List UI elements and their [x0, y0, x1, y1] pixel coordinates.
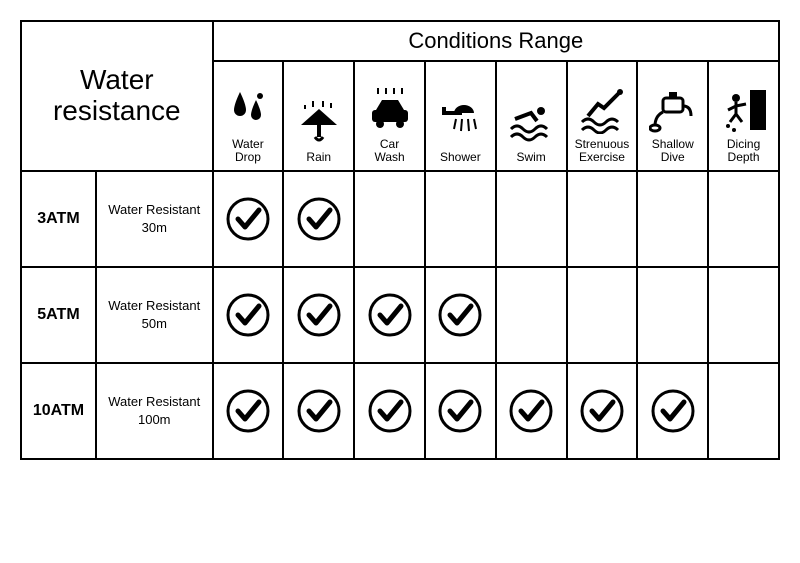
empty-cell [567, 171, 638, 267]
desc-cell: Water Resistant30m [96, 171, 213, 267]
check-cell [496, 363, 567, 459]
condition-label: Swim [516, 151, 545, 164]
condition-shallow-dive: ShallowDive [637, 61, 708, 171]
check-cell [354, 267, 425, 363]
strenuous-exercise-icon [578, 86, 626, 134]
rating-cell: 5ATM [21, 267, 96, 363]
check-cell [283, 363, 354, 459]
table-row: 10ATMWater Resistant100m [21, 363, 779, 459]
check-cell [637, 363, 708, 459]
desc-cell: Water Resistant50m [96, 267, 213, 363]
condition-label: DicingDepth [727, 138, 760, 164]
condition-label: WaterDrop [232, 138, 264, 164]
header-conditions-range: Conditions Range [213, 21, 779, 61]
check-icon [295, 291, 343, 339]
rating-cell: 3ATM [21, 171, 96, 267]
condition-rain: Rain [283, 61, 354, 171]
rain-icon [295, 99, 343, 147]
condition-shower: Shower [425, 61, 496, 171]
check-cell [567, 363, 638, 459]
check-cell [425, 267, 496, 363]
header-water-resistance: Waterresistance [21, 21, 213, 171]
condition-label: Rain [306, 151, 331, 164]
check-icon [366, 291, 414, 339]
water-resistance-table: WaterresistanceConditions Range WaterDrop… [20, 20, 780, 460]
water-drop-icon [224, 86, 272, 134]
table-row: 5ATMWater Resistant50m [21, 267, 779, 363]
check-icon [224, 195, 272, 243]
shower-icon [436, 99, 484, 147]
empty-cell [354, 171, 425, 267]
check-cell [213, 267, 284, 363]
rating-cell: 10ATM [21, 363, 96, 459]
empty-cell [496, 171, 567, 267]
table-row: 3ATMWater Resistant30m [21, 171, 779, 267]
check-icon [224, 291, 272, 339]
car-wash-icon [366, 86, 414, 134]
desc-cell: Water Resistant100m [96, 363, 213, 459]
empty-cell [708, 267, 779, 363]
empty-cell [425, 171, 496, 267]
check-icon [366, 387, 414, 435]
empty-cell [567, 267, 638, 363]
condition-label: Shower [440, 151, 481, 164]
check-cell [283, 267, 354, 363]
empty-cell [496, 267, 567, 363]
check-icon [436, 291, 484, 339]
condition-label: CarWash [374, 138, 404, 164]
empty-cell [708, 171, 779, 267]
swim-icon [507, 99, 555, 147]
check-icon [295, 195, 343, 243]
condition-label: ShallowDive [652, 138, 694, 164]
shallow-dive-icon [649, 86, 697, 134]
condition-strenuous-exercise: StrenuousExercise [567, 61, 638, 171]
check-cell [283, 171, 354, 267]
check-cell [213, 171, 284, 267]
condition-swim: Swim [496, 61, 567, 171]
check-cell [354, 363, 425, 459]
empty-cell [637, 267, 708, 363]
check-icon [224, 387, 272, 435]
condition-label: StrenuousExercise [575, 138, 630, 164]
check-icon [436, 387, 484, 435]
check-icon [507, 387, 555, 435]
empty-cell [637, 171, 708, 267]
check-icon [578, 387, 626, 435]
check-cell [425, 363, 496, 459]
condition-car-wash: CarWash [354, 61, 425, 171]
check-icon [295, 387, 343, 435]
condition-dicing-depth: DicingDepth [708, 61, 779, 171]
condition-water-drop: WaterDrop [213, 61, 284, 171]
empty-cell [708, 363, 779, 459]
check-cell [213, 363, 284, 459]
check-icon [649, 387, 697, 435]
dicing-depth-icon [720, 86, 768, 134]
